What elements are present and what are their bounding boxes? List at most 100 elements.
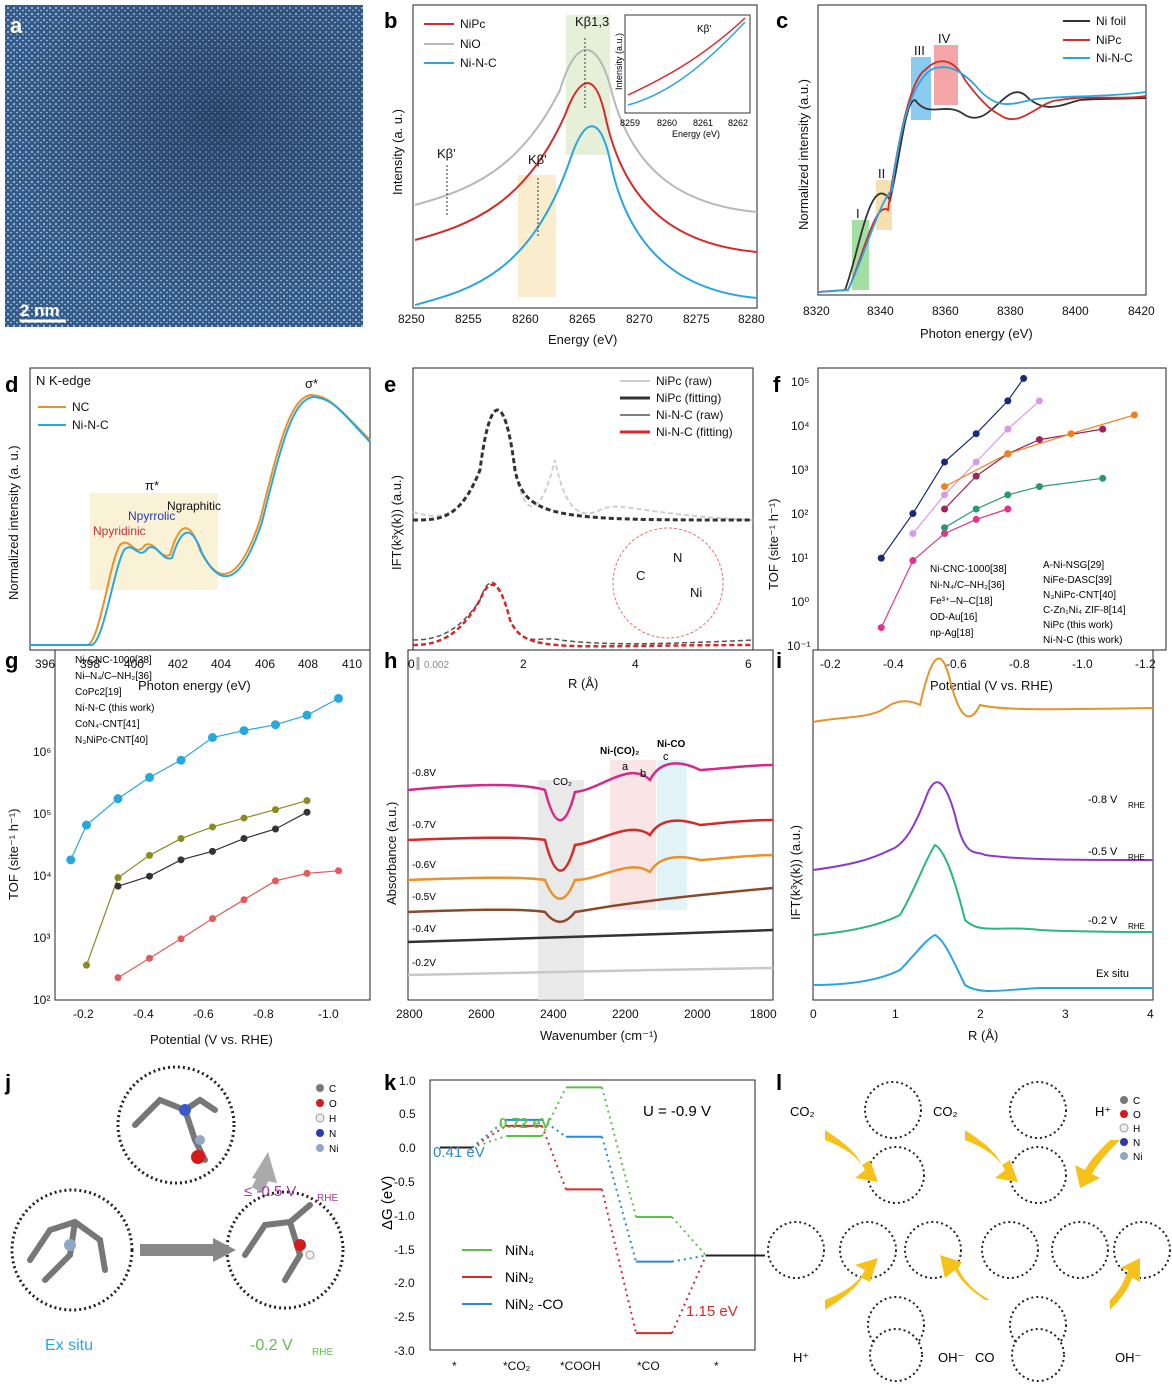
g-point-2-1 [114,874,122,882]
j-rhe-sub-2: RHE [317,1193,338,1204]
legend-k: NiN₄ NiN₂ NiN₂ -CO [462,1242,563,1312]
xtick-b-5: 8275 [683,312,710,326]
legend-k-1: NiN₂ [505,1269,534,1285]
xtick-d-0: 396 [35,657,55,671]
xtick-g-1: -0.4 [133,1007,154,1021]
ytick-f-5: 10⁴ [791,419,810,433]
panel-label-b: b [384,8,397,33]
xtick-i-4: 4 [1147,1007,1154,1021]
yticks-g: 10² 10³ 10⁴ 10⁵ 10⁶ [33,745,52,1007]
ytick-k-0: 1.0 [399,1074,416,1088]
xtick-b-6: 8280 [738,312,765,326]
xtick-h-1: 2600 [468,1007,495,1021]
xlabel-e: R (Å) [568,676,598,691]
xtick-h-0: 2800 [396,1007,423,1021]
f-point-4-4 [1004,505,1012,513]
panel-label-h: h [384,648,397,673]
inset-b-ylabel: Intensity (a.u.) [614,33,624,90]
xtick-i-1: 1 [892,1007,899,1021]
trace-label-h-4: -0.4V [412,924,436,935]
g-point-1-5 [272,877,279,885]
xtick-g-2: -0.6 [193,1007,214,1021]
nipc-raw [412,409,754,521]
f-point-0-1 [909,510,917,518]
peak-a: a [622,761,629,773]
legend-f-r1: NiFe-DASC[39] [1043,575,1112,586]
g-point-0-3 [145,772,154,782]
legend-g-2: CoPc2[19] [75,687,122,698]
xtick-i-2: 2 [977,1007,984,1021]
g-point-2-0 [83,961,90,969]
ytick-f-4: 10³ [791,463,808,477]
xlabel-c: Photon energy (eV) [920,326,1033,341]
kbeta13-label: Kβ1,3 [575,14,609,29]
g-point-1-3 [209,915,216,923]
legend-b-1: NiO [460,37,481,51]
kbeta-prime-label-1: Kβ' [437,146,456,161]
panel-i: i -0.8 V -0.5 V -0.2 V Ex situ RHE RHE R… [776,648,1154,1043]
g-point-2-4 [209,823,216,831]
j-caption-exsitu: Ex situ [45,1337,93,1354]
title-k: U = -0.9 V [643,1103,711,1120]
xtick-f-3: -0.8 [1009,657,1030,671]
g-point-0-0 [66,855,76,865]
f-point-5-2 [1067,430,1075,438]
element-legend-j: C O H N Ni [315,1084,338,1155]
j-legend-c: C [329,1084,336,1095]
trace-label-h-3: -0.5V [412,892,436,903]
title-d: N K-edge [36,373,91,388]
ytick-f-1: 10⁰ [791,595,809,609]
l-label-co2-1: CO₂ [790,1104,815,1119]
xtick-e-3: 6 [745,657,752,671]
xtick-g-4: -1.0 [318,1007,339,1021]
ytick-g-3: 10⁵ [33,807,51,821]
f-point-3-1 [972,505,980,513]
xtick-i-3: 3 [1062,1007,1069,1021]
trace-i-08 [812,657,1154,723]
g-point-1-1 [146,954,153,962]
f-point-0-5 [1020,374,1028,382]
l-label-co2-2: CO₂ [933,1104,958,1119]
xtick-h-5: 1800 [750,1007,777,1021]
f-point-3-2 [1004,491,1012,499]
ninc-curve-c [817,66,1147,293]
xtick-b-3: 8265 [569,312,596,326]
legend-f: Ni-CNC-1000[38] Ni-N₄/C–NH₂[36] Fe³⁺–N–C… [930,560,1126,646]
g-point-1-0 [114,974,122,982]
legend-g-0: Ni-CNC-1000[38] [75,655,152,666]
scale-h: 0.002 [424,660,449,671]
npyridinic-label: Npyridinic [93,524,146,538]
xtick-d-2: 400 [124,657,144,671]
g-point-3-1 [146,872,153,880]
g-point-0-8 [302,710,312,720]
panel-h: h 0.002 -0.8V -0.7V -0.6V -0.5V -0.4V -0… [384,648,777,1043]
legend-e-0: NiPc (raw) [656,374,712,388]
f-point-0-0 [877,554,885,562]
legend-g-1: Ni–N₄/C–NH₂[36] [75,671,152,682]
xtick-f-4: -1.0 [1072,657,1093,671]
l-mol-8 [981,1221,1039,1279]
f-point-1-1 [941,491,949,499]
xtick-f-5: -1.2 [1135,657,1156,671]
trace-i-05 [812,781,1154,871]
element-legend-l: C O H N Ni [1119,1096,1142,1163]
f-point-5-1 [1004,450,1012,458]
ytick-g-2: 10⁴ [33,869,52,883]
l-mol-1 [864,1081,922,1139]
ninc-curve [414,125,758,306]
xtick-h-3: 2200 [612,1007,639,1021]
ylabel-d: Normalized intensity (a. u.) [6,445,21,600]
ytick-k-8: -3.0 [394,1344,415,1358]
ni-foil-curve [817,91,1147,293]
xticks-f: -0.2 -0.4 -0.6 -0.8 -1.0 -1.2 [820,657,1156,671]
inset-e-ni: Ni [690,585,702,600]
legend-f-l1: Ni-N₄/C–NH₂[36] [930,580,1005,591]
panel-label-c: c [776,8,788,33]
xtick-g-3: -0.8 [253,1007,274,1021]
panel-j: j C O H N Ni Ex situ -0.2 V RHE ≤ -0.5 V… [4,1065,345,1358]
k-annot-115: 1.15 eV [686,1303,738,1320]
f-point-4-1 [909,557,917,565]
xlabel-f: Potential (V vs. RHE) [930,678,1053,693]
xticks-d: 396 398 400 402 404 406 408 410 [35,657,362,671]
